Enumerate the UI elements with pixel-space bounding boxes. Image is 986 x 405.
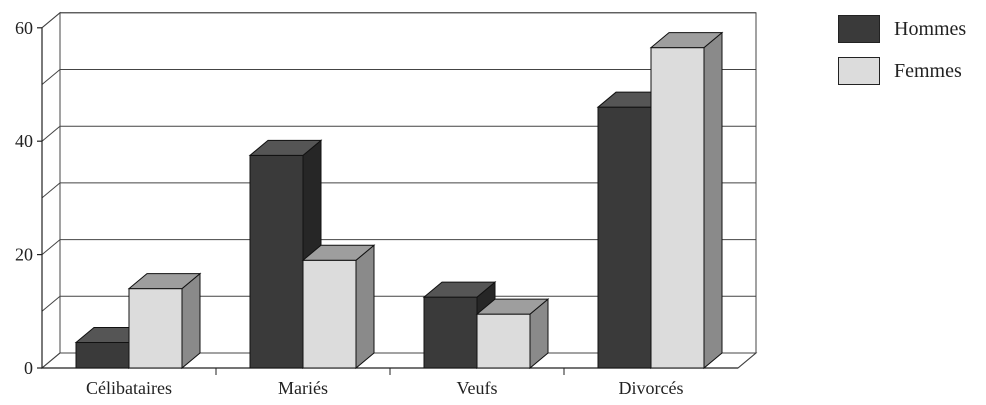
legend-swatch-hommes <box>838 15 880 43</box>
x-tick-label: Mariés <box>278 378 328 398</box>
x-tick-label: Veufs <box>457 378 498 398</box>
bar-hommes-2 <box>423 296 478 369</box>
bar-side-femmes-1 <box>355 244 375 370</box>
bar-hommes-3 <box>597 106 652 369</box>
legend-item-hommes: Hommes <box>838 14 966 44</box>
bar-top-hommes-2 <box>422 281 497 298</box>
gridline-side <box>41 295 61 312</box>
y-tick-label: 0 <box>24 358 33 378</box>
legend-swatch-femmes <box>838 57 880 85</box>
bar-top-femmes-3 <box>649 32 724 49</box>
gridline-side <box>41 239 61 255</box>
gridline-side <box>41 12 61 29</box>
legend-label-femmes: Femmes <box>894 59 962 82</box>
gridline-side <box>41 125 61 142</box>
bar-femmes-2 <box>476 313 531 369</box>
bar-femmes-3 <box>650 47 705 369</box>
bar-femmes-1 <box>302 259 357 369</box>
bar-side-femmes-3 <box>703 31 723 370</box>
x-tick-label: Divorcés <box>619 378 684 398</box>
bar-top-hommes-1 <box>248 139 323 156</box>
legend-item-femmes: Femmes <box>838 56 966 86</box>
y-tick-label: 40 <box>15 131 33 151</box>
bar-side-femmes-0 <box>181 272 201 370</box>
legend-label-hommes: Hommes <box>894 17 967 40</box>
gridline-side <box>41 352 61 369</box>
bar-hommes-0 <box>75 341 130 369</box>
legend: Hommes Femmes <box>838 14 966 98</box>
y-tick-label: 20 <box>15 245 33 265</box>
y-tick-label: 60 <box>15 18 33 38</box>
bar-top-femmes-2 <box>475 298 550 315</box>
bar-top-femmes-1 <box>301 244 376 261</box>
bar-femmes-0 <box>128 288 183 369</box>
x-tick-label: Célibataires <box>86 378 172 398</box>
bar-hommes-1 <box>249 154 304 369</box>
gridline-side <box>41 69 61 85</box>
gridline-side <box>41 182 61 199</box>
bar-top-femmes-0 <box>127 273 202 290</box>
floor-edge <box>737 352 757 369</box>
